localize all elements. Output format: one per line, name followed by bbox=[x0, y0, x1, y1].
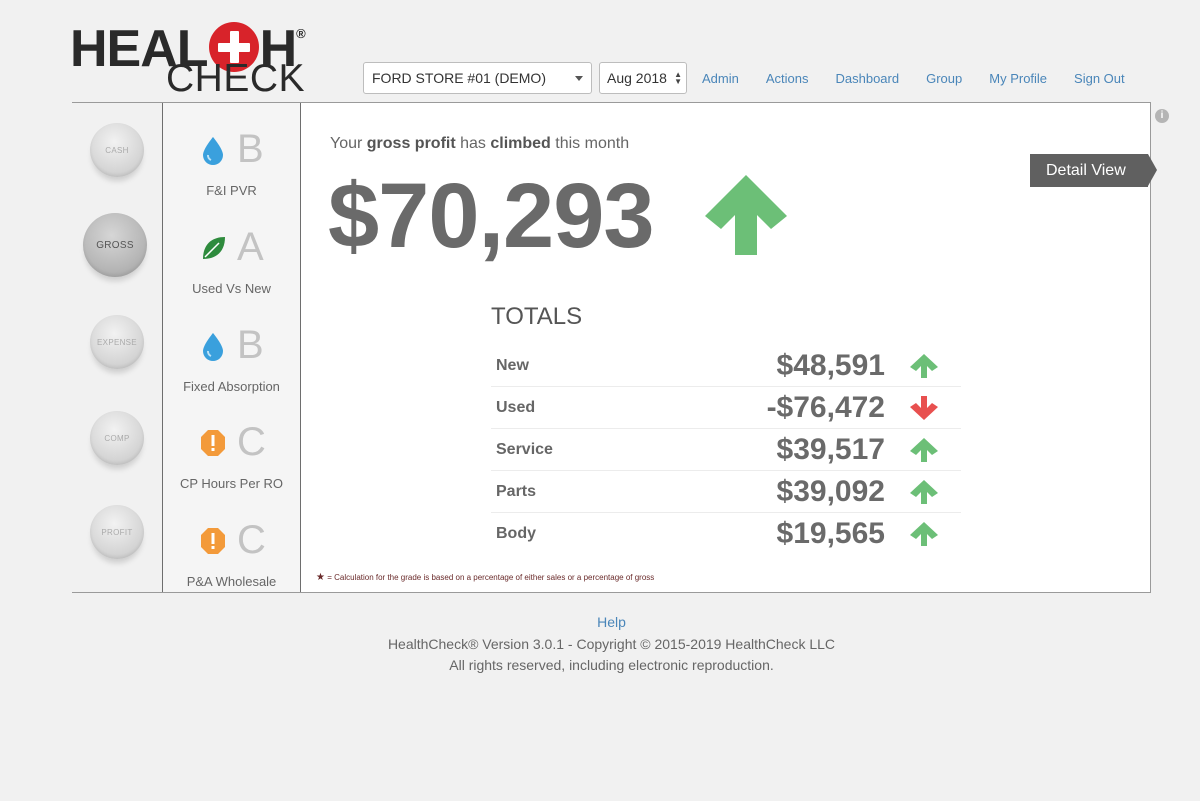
table-row: Parts $39,092 bbox=[491, 471, 961, 513]
grade-letter: A bbox=[237, 225, 264, 269]
category-label: GROSS bbox=[96, 239, 134, 251]
month-select-value: Aug 2018 bbox=[607, 70, 667, 86]
category-comp-button[interactable]: COMP bbox=[90, 411, 144, 465]
arrow-up-icon bbox=[910, 438, 938, 462]
category-label: EXPENSE bbox=[97, 337, 137, 347]
grade-label: CP Hours Per RO bbox=[179, 476, 284, 491]
nav-dashboard[interactable]: Dashboard bbox=[835, 71, 900, 86]
info-icon[interactable]: i bbox=[1155, 109, 1169, 123]
footnote: ★ = Calculation for the grade is based o… bbox=[316, 572, 654, 583]
main-panel: Your gross profit has climbed this month… bbox=[301, 103, 1157, 592]
nav-my-profile[interactable]: My Profile bbox=[989, 71, 1048, 86]
store-select-value: FORD STORE #01 (DEMO) bbox=[372, 70, 546, 86]
category-label: CASH bbox=[105, 145, 129, 155]
total-label: Parts bbox=[496, 483, 537, 500]
chevron-down-icon bbox=[575, 76, 583, 81]
nav-admin[interactable]: Admin bbox=[702, 71, 739, 86]
grades-column: B F&I PVR A Used Vs New B Fixed Absorpti… bbox=[163, 103, 301, 592]
total-value: $39,517 bbox=[776, 433, 885, 466]
total-label: Used bbox=[496, 399, 536, 416]
table-row: New $48,591 bbox=[491, 345, 961, 387]
total-label: New bbox=[496, 357, 529, 374]
detail-view-button[interactable]: Detail View bbox=[1030, 154, 1157, 187]
arrow-up-icon bbox=[910, 480, 938, 504]
category-sidebar: CASH GROSS EXPENSE COMP PROFIT bbox=[72, 103, 163, 592]
arrow-up-icon bbox=[705, 175, 787, 255]
store-select[interactable]: FORD STORE #01 (DEMO) bbox=[363, 62, 592, 94]
nav-group[interactable]: Group bbox=[926, 71, 963, 86]
total-value: -$76,472 bbox=[766, 391, 885, 424]
category-expense-button[interactable]: EXPENSE bbox=[90, 315, 144, 369]
category-label: COMP bbox=[104, 433, 130, 443]
grade-item-used-vs-new[interactable]: A Used Vs New bbox=[163, 211, 300, 301]
grade-letter: B bbox=[237, 323, 264, 367]
headline-text: Your bbox=[330, 135, 367, 152]
table-row: Used -$76,472 bbox=[491, 387, 961, 429]
water-drop-icon bbox=[203, 137, 223, 165]
nav-sign-out[interactable]: Sign Out bbox=[1074, 71, 1125, 86]
top-nav: Admin Actions Dashboard Group My Profile… bbox=[702, 71, 1152, 87]
headline-trend: climbed bbox=[490, 135, 551, 152]
grade-label: P&A Wholesale bbox=[186, 574, 277, 589]
grade-item-fixed-absorption[interactable]: B Fixed Absorption bbox=[163, 309, 300, 399]
medical-cross-icon bbox=[208, 22, 259, 72]
table-row: Body $19,565 bbox=[491, 513, 961, 554]
table-row: Service $39,517 bbox=[491, 429, 961, 471]
leaf-icon bbox=[203, 237, 225, 259]
healthcheck-logo[interactable]: HEAL H® CHECK bbox=[70, 6, 330, 100]
category-label: PROFIT bbox=[101, 527, 133, 537]
grade-label: F&I PVR bbox=[206, 183, 257, 198]
grade-label: Used Vs New bbox=[192, 281, 271, 296]
totals-table: New $48,591 Used -$76,472 Service $39,51… bbox=[491, 345, 961, 554]
grade-label: Fixed Absorption bbox=[183, 379, 280, 394]
category-cash-button[interactable]: CASH bbox=[90, 123, 144, 177]
warning-octagon-icon bbox=[201, 430, 225, 456]
headline: Your gross profit has climbed this month bbox=[330, 135, 629, 153]
total-label: Body bbox=[496, 525, 536, 542]
headline-metric: gross profit bbox=[366, 135, 456, 152]
warning-octagon-icon bbox=[201, 528, 225, 554]
star-icon: ★ bbox=[316, 572, 325, 583]
arrow-up-icon bbox=[910, 522, 938, 546]
help-link[interactable]: Help bbox=[597, 614, 626, 630]
grade-item-pa-wholesale[interactable]: C P&A Wholesale bbox=[163, 504, 300, 594]
registered-mark: ® bbox=[296, 26, 306, 41]
up-down-arrows-icon: ▲ ▼ bbox=[674, 70, 682, 86]
gross-profit-value: $70,293 bbox=[328, 165, 655, 267]
month-select[interactable]: Aug 2018 ▲ ▼ bbox=[599, 62, 687, 94]
grade-letter: C bbox=[237, 518, 266, 562]
total-value: $48,591 bbox=[776, 349, 885, 382]
rights-text: All rights reserved, including electroni… bbox=[449, 657, 774, 673]
footnote-text: = Calculation for the grade is based on … bbox=[324, 573, 655, 582]
frame-bottom-divider bbox=[72, 592, 1151, 593]
nav-actions[interactable]: Actions bbox=[765, 71, 809, 86]
total-label: Service bbox=[496, 441, 553, 458]
grade-item-cp-hours-per-ro[interactable]: C CP Hours Per RO bbox=[163, 406, 300, 496]
grade-letter: B bbox=[237, 127, 264, 171]
category-gross-button[interactable]: GROSS bbox=[83, 213, 147, 277]
arrow-down-icon bbox=[910, 396, 938, 420]
total-value: $19,565 bbox=[776, 517, 885, 550]
water-drop-icon bbox=[203, 333, 223, 361]
totals-title: TOTALS bbox=[491, 303, 583, 330]
logo-text-heal: HEAL bbox=[70, 20, 209, 78]
logo-wordmark: HEAL H® bbox=[70, 6, 306, 78]
grade-letter: C bbox=[237, 420, 266, 464]
frame-top-divider bbox=[72, 102, 1151, 103]
grade-item-fi-pvr[interactable]: B F&I PVR bbox=[163, 113, 300, 203]
logo-text-h: H bbox=[259, 20, 298, 78]
total-value: $39,092 bbox=[776, 475, 885, 508]
logo-text-check: CHECK bbox=[166, 57, 306, 100]
headline-text: this month bbox=[550, 135, 630, 152]
copyright-text: HealthCheck® Version 3.0.1 - Copyright ©… bbox=[387, 636, 836, 652]
category-profit-button[interactable]: PROFIT bbox=[90, 505, 144, 559]
headline-text: has bbox=[455, 135, 491, 152]
arrow-up-icon bbox=[910, 354, 938, 378]
